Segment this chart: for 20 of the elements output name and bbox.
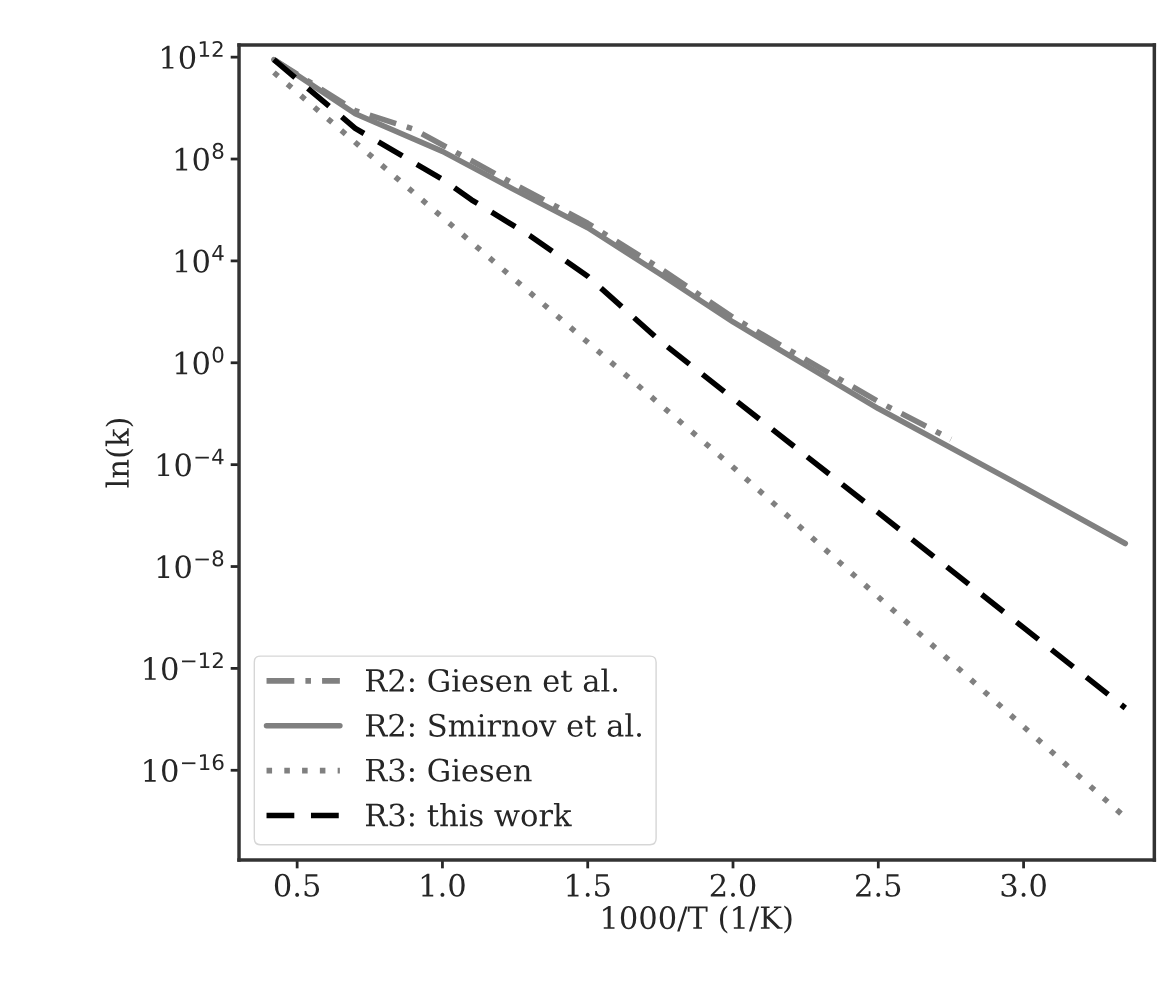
y-tick-label: 10$^{−12}$ <box>144 652 223 681</box>
y-axis-title: ln(k) <box>105 419 134 488</box>
x-axis-title: 1000/T (1/K) <box>603 905 792 934</box>
y-tick-label: 10$^{−16}$ <box>144 754 224 783</box>
legend-label: R2: Giesen et al. <box>365 668 618 693</box>
y-tick-label: 10$^{8}$ <box>175 142 224 171</box>
x-tick-label: 1.0 <box>421 873 465 897</box>
y-tick-label: 10$^{12}$ <box>162 40 223 69</box>
legend-label: R2: Smirnov et al. <box>365 713 642 737</box>
legend-label: R3: Giesen <box>365 758 532 782</box>
y-tick-label: 10$^{−8}$ <box>157 550 224 579</box>
x-tick-label: 0.5 <box>274 873 320 897</box>
x-tick-label: 2.5 <box>856 873 901 897</box>
y-tick-label: 10$^{0}$ <box>175 346 224 375</box>
x-tick-label: 1.5 <box>567 873 610 897</box>
y-tick-label: 10$^{−4}$ <box>157 448 224 477</box>
x-tick-label: 3.0 <box>1001 873 1046 897</box>
y-tick-label: 10$^{4}$ <box>175 245 224 273</box>
x-tick-label: 2.0 <box>710 873 756 897</box>
legend-label: R3: this work <box>365 802 572 827</box>
